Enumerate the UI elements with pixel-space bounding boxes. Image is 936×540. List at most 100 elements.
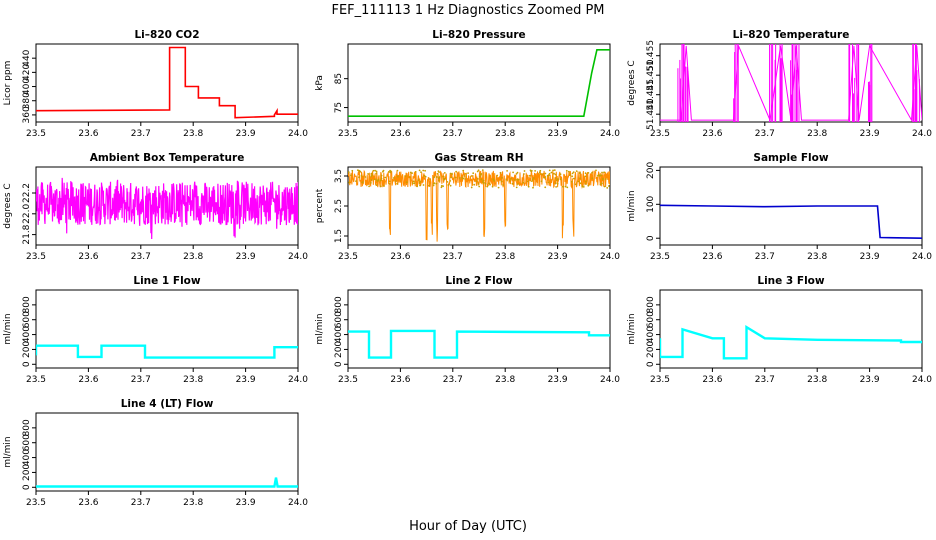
x-tick-label: 23.9	[860, 252, 880, 262]
data-point	[497, 186, 500, 189]
y-axis-label: percent	[315, 188, 325, 223]
y-axis-label: ml/min	[627, 190, 637, 221]
y-tick-label: 400	[646, 326, 656, 343]
x-tick-label: 23.7	[131, 498, 151, 508]
data-point	[348, 171, 350, 173]
data-point	[554, 182, 557, 185]
data-point	[531, 178, 534, 181]
data-point	[438, 179, 440, 182]
data-point	[517, 178, 520, 181]
data-point	[372, 169, 375, 172]
data-series	[348, 329, 610, 359]
data-point	[438, 177, 440, 180]
data-point	[569, 174, 571, 176]
x-tick-label: 23.8	[807, 252, 827, 262]
y-tick-label: 85	[334, 73, 344, 84]
x-tick-label: 23.7	[131, 129, 151, 139]
data-point	[539, 169, 542, 172]
data-point	[556, 178, 559, 181]
data-point	[570, 180, 573, 183]
x-tick-label: 23.6	[702, 252, 722, 262]
data-point	[358, 169, 361, 172]
data-point	[417, 179, 419, 182]
data-point	[499, 171, 502, 174]
data-point	[432, 184, 435, 187]
panel-title: Ambient Box Temperature	[90, 152, 245, 164]
y-axis-label: ml/min	[315, 313, 325, 344]
y-tick-label: 2.5	[334, 199, 344, 213]
data-point	[547, 181, 550, 184]
x-tick-label: 23.6	[390, 375, 410, 385]
x-tick-label: 23.5	[650, 129, 670, 139]
x-tick-label: 23.6	[702, 375, 722, 385]
x-tick-label: 23.7	[755, 252, 775, 262]
chart-panel-8: Line 2 Flow 23.5 23.6 23.7 23.8 23.9 24.0 0 2004…	[315, 275, 620, 385]
x-tick-label: 23.7	[443, 252, 463, 262]
data-point	[470, 175, 473, 177]
data-point	[443, 172, 446, 174]
data-point	[573, 177, 575, 180]
data-point	[388, 183, 391, 185]
y-tick-label: 0	[646, 235, 656, 241]
data-point	[534, 170, 536, 172]
data-point	[597, 174, 600, 177]
x-tick-label: 23.5	[338, 375, 358, 385]
data-point	[478, 185, 481, 188]
data-point	[606, 187, 609, 189]
data-point	[531, 170, 533, 172]
data-point	[424, 169, 426, 172]
figure-title: FEF_111113 1 Hz Diagnostics Zoomed PM	[331, 3, 604, 18]
data-point	[595, 169, 597, 172]
x-tick-label: 24.0	[912, 375, 932, 385]
chart-panel-1: Li–820 CO2 23.5 23.6 23.7 23.8 23.9 24.0 360380…	[3, 29, 308, 139]
data-point	[567, 170, 570, 173]
x-tick-label: 23.6	[78, 375, 98, 385]
y-tick-label: 600	[334, 311, 344, 328]
data-point	[414, 171, 417, 173]
data-point	[516, 171, 519, 174]
chart-panel-7: Line 1 Flow 23.5 23.6 23.7 23.8 23.9 24.0 0 2004…	[3, 275, 308, 385]
data-point	[436, 172, 439, 175]
data-point	[350, 174, 352, 177]
data-point	[564, 185, 567, 188]
data-point	[412, 180, 415, 183]
chart-panel-3: Li–820 Temperature 23.5 23.6 23.7 23.8 23.9 24…	[627, 29, 932, 139]
data-point	[361, 181, 364, 184]
y-axis-label: ml/min	[627, 313, 637, 344]
data-point	[380, 177, 383, 180]
data-point	[528, 174, 531, 177]
data-point	[587, 184, 590, 187]
data-point	[428, 184, 431, 187]
x-tick-label: 23.8	[183, 498, 203, 508]
panel-title: Sample Flow	[753, 152, 828, 164]
data-point	[388, 180, 391, 183]
x-tick-label: 23.6	[390, 252, 410, 262]
y-axis-label: ml/min	[3, 313, 13, 344]
data-point	[591, 171, 593, 174]
data-point	[556, 182, 559, 185]
data-point	[379, 185, 382, 188]
data-point	[511, 182, 514, 185]
x-tick-label: 23.9	[860, 375, 880, 385]
data-point	[464, 178, 466, 180]
data-point	[454, 176, 457, 179]
x-tick-label: 23.5	[338, 129, 358, 139]
x-tick-label: 23.6	[702, 129, 722, 139]
data-point	[475, 180, 478, 183]
x-tick-label: 24.0	[912, 129, 932, 139]
data-point	[585, 180, 587, 183]
chart-panels: Li–820 CO2 23.5 23.6 23.7 23.8 23.9 24.0 360380…	[3, 29, 932, 508]
x-tick-label: 23.7	[755, 375, 775, 385]
x-tick-label: 24.0	[288, 129, 308, 139]
data-point	[579, 177, 581, 180]
data-point	[553, 172, 555, 175]
data-point	[404, 175, 407, 178]
x-tick-label: 24.0	[288, 252, 308, 262]
y-tick-label: 51.440	[646, 98, 656, 130]
panel-title: Line 2 Flow	[445, 275, 512, 287]
data-point	[392, 177, 395, 179]
data-point	[480, 178, 483, 181]
data-point	[375, 172, 378, 175]
panel-title: Line 1 Flow	[133, 275, 200, 287]
